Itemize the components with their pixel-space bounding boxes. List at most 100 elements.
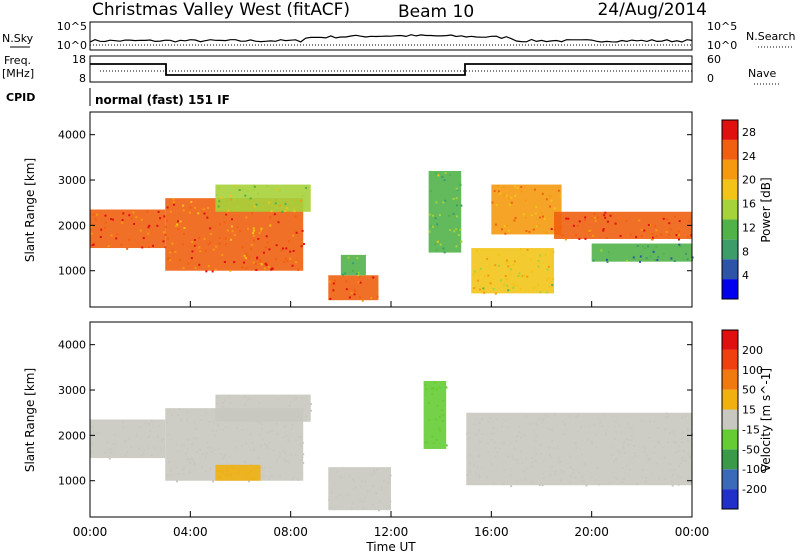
scatter-pixel	[552, 278, 555, 281]
scatter-pixel	[148, 434, 151, 437]
scatter-pixel	[293, 210, 296, 213]
scatter-pixel	[487, 451, 490, 454]
scatter-pixel	[289, 257, 292, 260]
scatter-pixel	[218, 242, 221, 245]
scatter-pixel	[184, 452, 187, 455]
scatter-pixel	[222, 457, 225, 460]
scatter-pixel	[581, 453, 584, 456]
scatter-pixel	[226, 470, 229, 473]
scatter-pixel	[442, 201, 445, 204]
scatter-pixel	[520, 190, 523, 193]
scatter-pixel	[636, 483, 639, 486]
scatter-pixel	[135, 435, 138, 438]
scatter-pixel	[186, 417, 189, 420]
scatter-pixel	[191, 240, 194, 243]
scatter-pixel	[493, 432, 496, 435]
scatter-pixel	[245, 216, 248, 219]
scatter-pixel	[260, 422, 263, 425]
scatter-pixel	[596, 466, 599, 469]
scatter-pixel	[569, 481, 572, 484]
scatter-pixel	[259, 229, 262, 232]
scatter-pixel	[653, 420, 656, 423]
scatter-pixel	[645, 454, 648, 457]
scatter-pixel	[301, 194, 304, 197]
scatter-pixel	[428, 419, 431, 422]
scatter-pixel	[654, 258, 657, 261]
scatter-pixel	[623, 477, 626, 480]
power-colorbar-label: Power [dB]	[759, 177, 773, 242]
scatter-pixel	[266, 241, 269, 244]
noise-tick-bottom: 10^0	[57, 39, 87, 52]
scatter-pixel	[203, 237, 206, 240]
scatter-pixel	[140, 454, 143, 457]
scatter-pixel	[182, 204, 185, 207]
scatter-pixel	[625, 438, 628, 441]
scatter-pixel	[444, 172, 447, 175]
scatter-pixel	[641, 419, 644, 422]
scatter-pixel	[249, 197, 252, 200]
scatter-pixel	[684, 415, 687, 418]
scatter-pixel	[387, 505, 390, 508]
scatter-pixel	[387, 481, 390, 484]
colorbar-segment	[722, 409, 738, 430]
freq-tick-top-right: 60	[707, 53, 721, 66]
scatter-pixel	[158, 425, 161, 428]
scatter-pixel	[261, 438, 264, 441]
scatter-pixel	[357, 271, 360, 274]
scatter-pixel	[209, 467, 212, 470]
scatter-pixel	[468, 462, 471, 465]
scatter-pixel	[233, 234, 236, 237]
scatter-pixel	[622, 447, 625, 450]
scatter-pixel	[510, 196, 513, 199]
scatter-pixel	[258, 231, 261, 234]
scatter-pixel	[649, 255, 652, 258]
scatter-pixel	[126, 247, 129, 250]
scatter-pixel	[550, 440, 553, 443]
scatter-pixel	[259, 434, 262, 437]
colorbar-frame	[721, 329, 739, 510]
scatter-pixel	[539, 445, 542, 448]
scatter-pixel	[265, 262, 268, 265]
scatter-pixel	[576, 414, 579, 417]
scatter-pixel	[284, 210, 287, 213]
scatter-pixel	[494, 264, 497, 267]
scatter-pixel	[523, 470, 526, 473]
scatter-pixel	[127, 437, 130, 440]
scatter-pixel	[302, 453, 305, 456]
scatter-pixel	[515, 439, 518, 442]
scatter-pixel	[252, 234, 255, 237]
scatter-pixel	[497, 190, 500, 193]
scatter-pixel	[292, 234, 295, 237]
scatter-pixel	[580, 480, 583, 483]
scatter-pixel	[218, 410, 221, 413]
scatter-pixel	[641, 476, 644, 479]
scatter-pixel	[376, 295, 379, 298]
scatter-pixel	[518, 431, 521, 434]
scatter-pixel	[190, 257, 193, 260]
scatter-pixel	[254, 412, 257, 415]
scatter-pixel	[268, 248, 271, 251]
scatter-pixel	[223, 261, 226, 264]
scatter-pixel	[215, 198, 218, 201]
scatter-pixel	[195, 243, 198, 246]
scatter-pixel	[680, 432, 683, 435]
scatter-pixel	[676, 474, 679, 477]
scatter-pixel	[671, 475, 674, 478]
scatter-pixel	[427, 402, 430, 405]
beam-label: Beam 10	[398, 2, 474, 22]
scatter-pixel	[282, 449, 285, 452]
scatter-pixel	[534, 212, 537, 215]
scatter-pixel	[531, 457, 534, 460]
scatter-pixel	[263, 267, 266, 270]
scatter-pixel	[613, 426, 616, 429]
scatter-pixel	[580, 425, 583, 428]
scatter-pixel	[256, 257, 259, 260]
scatter-pixel	[347, 256, 350, 259]
scatter-pixel	[513, 219, 516, 222]
colorbar-tick-label: 20	[742, 174, 756, 187]
scatter-pixel	[665, 230, 668, 233]
scatter-pixel	[495, 418, 498, 421]
scatter-pixel	[242, 261, 245, 264]
scatter-pixel	[651, 236, 654, 239]
scatter-pixel	[593, 212, 596, 215]
